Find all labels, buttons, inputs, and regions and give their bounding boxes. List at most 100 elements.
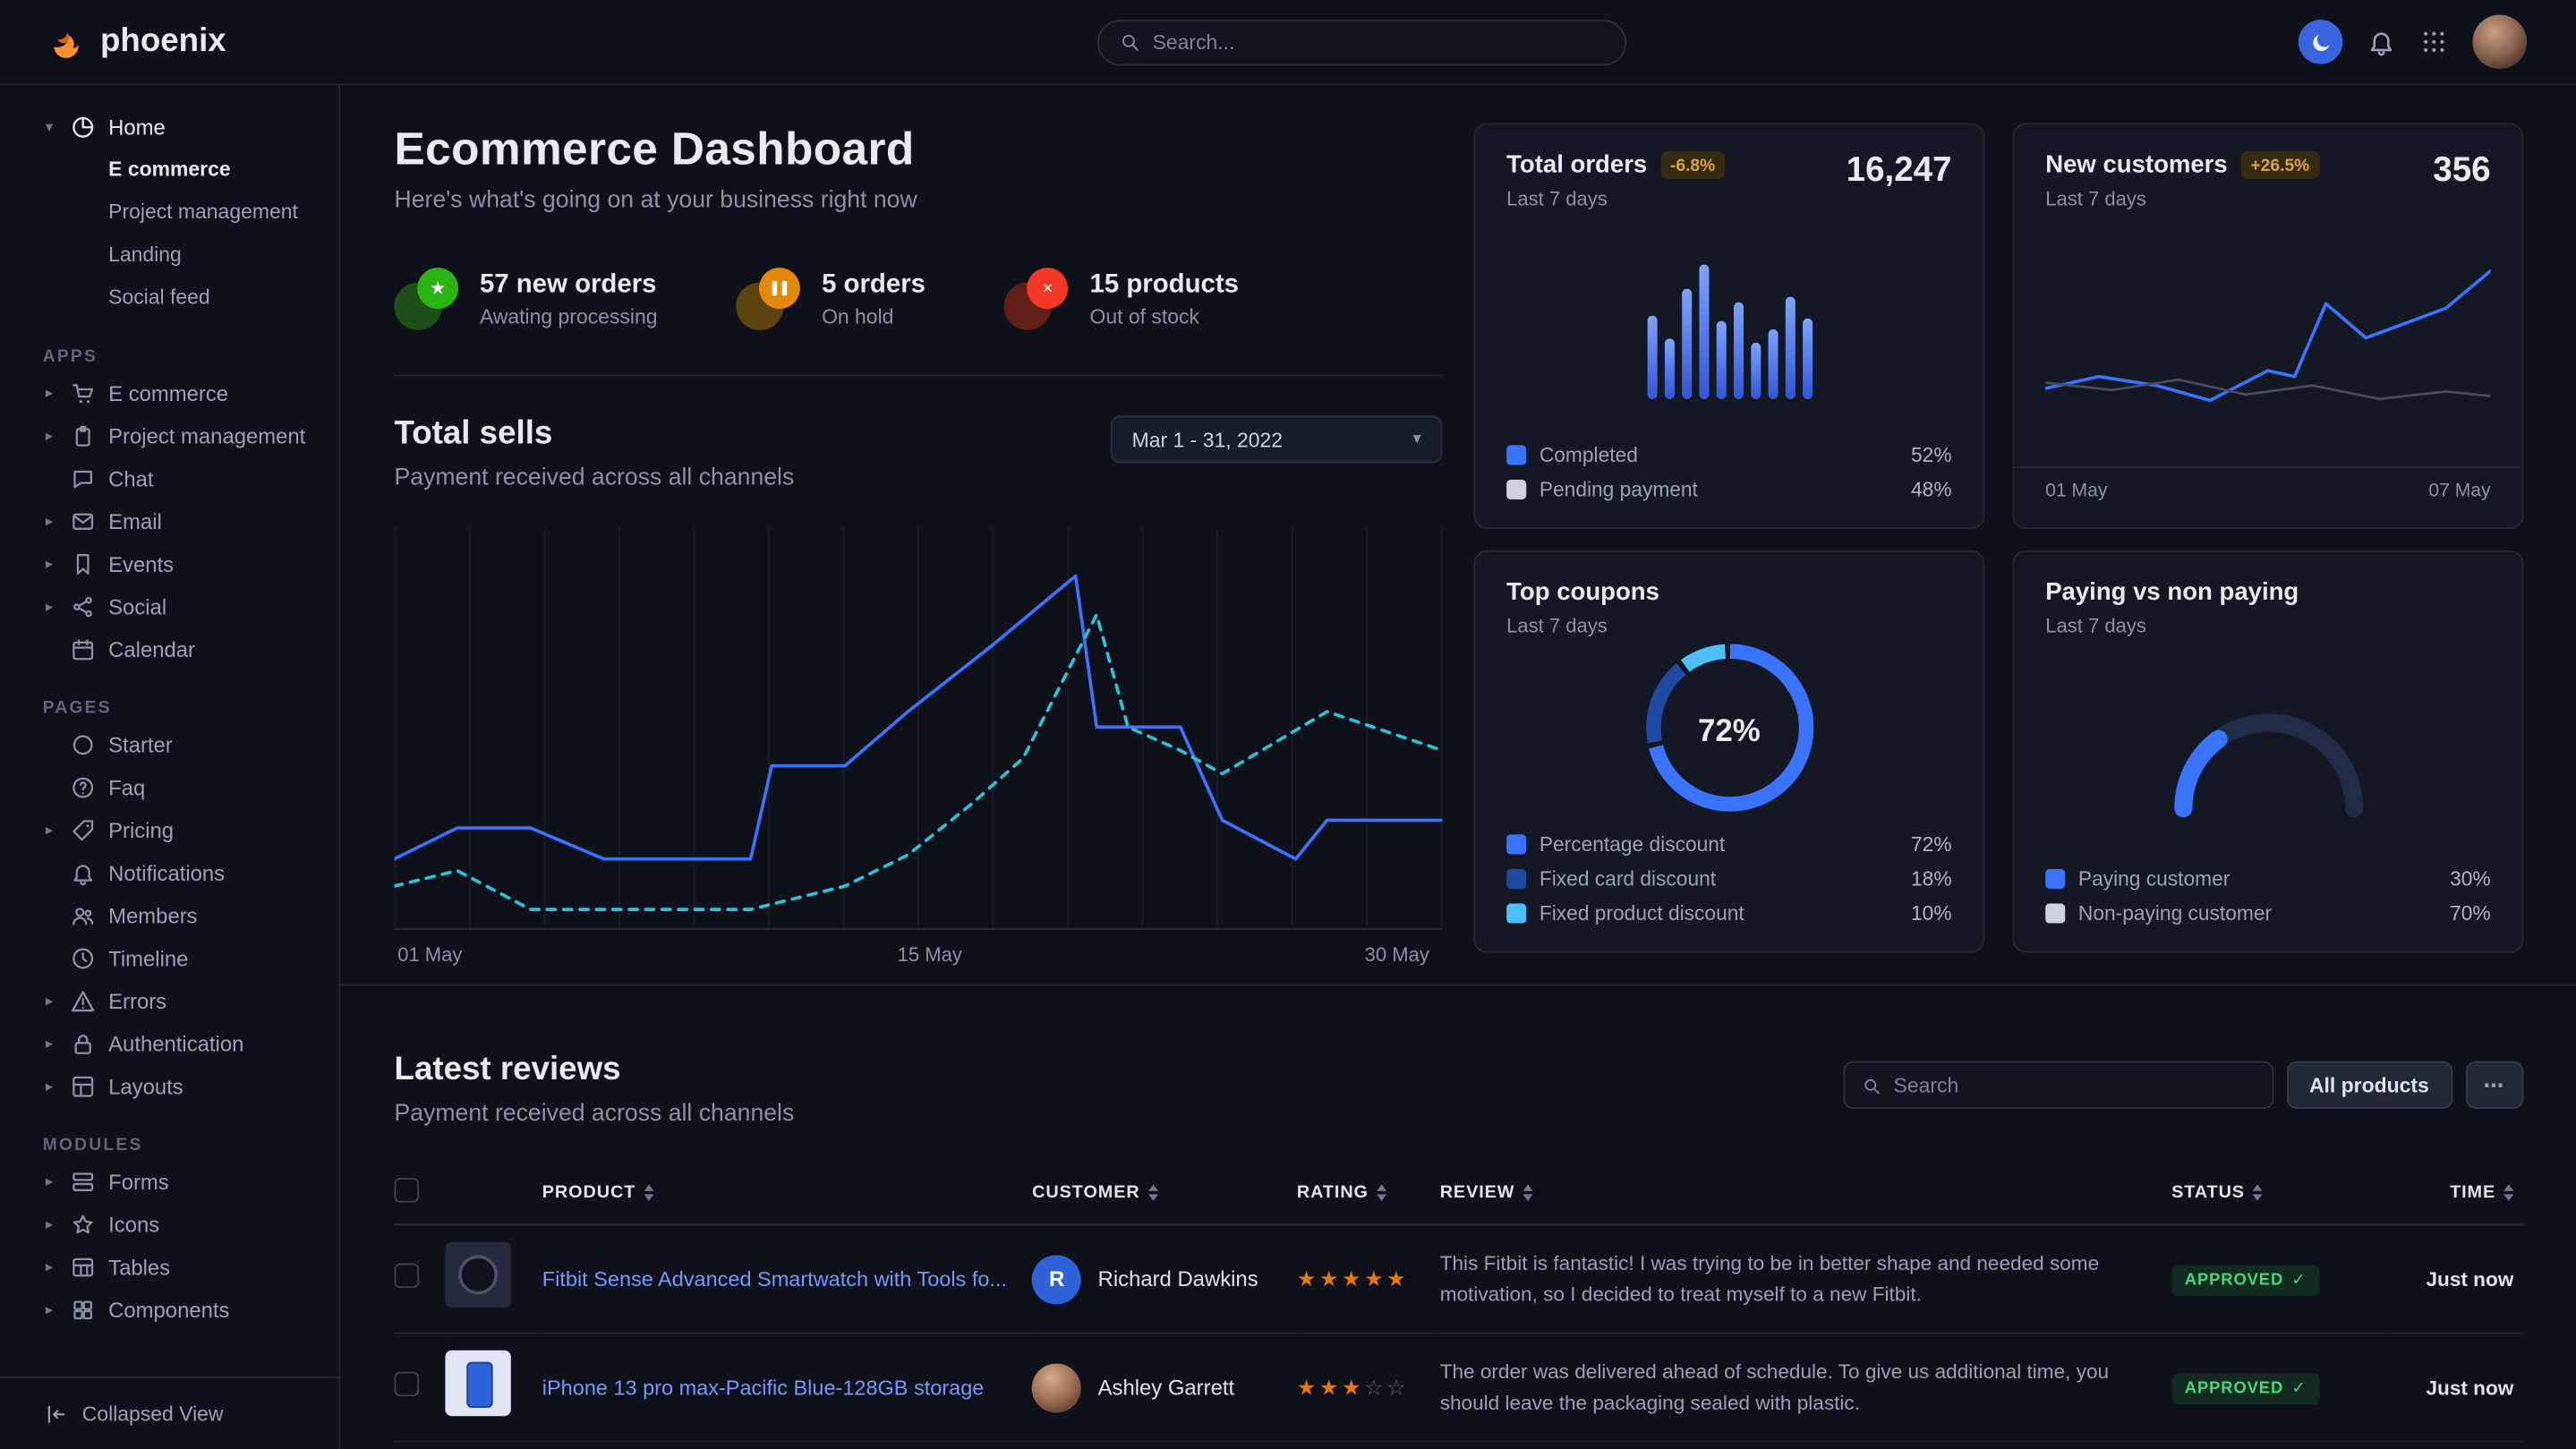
- sidebar-item-tables[interactable]: ▸ Tables: [0, 1245, 338, 1288]
- sidebar-item-project-management[interactable]: Project management: [0, 191, 338, 234]
- reviews-search-input[interactable]: [1894, 1073, 2256, 1096]
- sidebar-item-chat[interactable]: ▸ Chat: [0, 456, 338, 499]
- total-orders-card: Total orders -6.8% Last 7 days 16,247 Co…: [1473, 124, 1984, 529]
- apps-grid-button[interactable]: [2420, 28, 2448, 55]
- legend-fixed-card-discount: Fixed card discount 18%: [1506, 867, 1951, 891]
- customer-name: Richard Dawkins: [1098, 1266, 1258, 1291]
- legend-value: 52%: [1911, 444, 1952, 467]
- sidebar-item-email[interactable]: ▸ Email: [0, 499, 338, 542]
- customer-name: Ashley Garrett: [1098, 1375, 1235, 1400]
- x-tick: 15 May: [898, 943, 962, 967]
- stat-value: 57 new orders: [480, 270, 658, 300]
- select-all-checkbox[interactable]: [395, 1178, 420, 1203]
- paying-gauge-chart: [2045, 637, 2490, 867]
- lock-icon: [71, 1031, 96, 1056]
- more-options-button[interactable]: ⋯: [2465, 1061, 2523, 1109]
- row-checkbox[interactable]: [395, 1371, 420, 1396]
- column-review[interactable]: REVIEW: [1440, 1163, 2171, 1225]
- review-row[interactable]: iPhone 13 pro max-Pacific Blue-128GB sto…: [395, 1334, 2524, 1442]
- table-icon: [71, 1254, 96, 1279]
- date-range-select[interactable]: Mar 1 - 31, 2022 ▾: [1111, 415, 1443, 463]
- notifications-button[interactable]: [2367, 28, 2395, 55]
- sidebar-item-e-commerce[interactable]: E commerce: [0, 148, 338, 191]
- column-status[interactable]: STATUS: [2171, 1163, 2387, 1225]
- rating-stars: ★★★★★: [1297, 1266, 1409, 1291]
- review-time: Just now: [2426, 1376, 2513, 1399]
- sidebar-item-social[interactable]: ▸ Social: [0, 584, 338, 627]
- stat-caption: Out of stock: [1090, 304, 1239, 328]
- rating-stars: ★★★☆☆: [1297, 1374, 1409, 1399]
- review-row[interactable]: [395, 1442, 2524, 1449]
- column-product[interactable]: PRODUCT: [542, 1163, 1032, 1225]
- clipboard-icon: [71, 423, 96, 448]
- sidebar-item-timeline[interactable]: ▸ Timeline: [0, 936, 338, 979]
- sidebar-item-landing[interactable]: Landing: [0, 234, 338, 277]
- total-sells-header: Total sells Payment received across all …: [395, 415, 1443, 490]
- column-customer[interactable]: CUSTOMER: [1032, 1163, 1297, 1225]
- total-sells-x-axis: 01 May 15 May 30 May: [395, 940, 1443, 976]
- chevron-right-icon: ▸: [41, 1034, 57, 1052]
- share-icon: [71, 594, 96, 619]
- product-link[interactable]: iPhone 13 pro max-Pacific Blue-128GB sto…: [542, 1375, 1022, 1400]
- sidebar-item-forms[interactable]: ▸ Forms: [0, 1160, 338, 1203]
- sidebar-item-members[interactable]: ▸ Members: [0, 894, 338, 937]
- sidebar-item-notifications[interactable]: ▸ Notifications: [0, 851, 338, 894]
- sidebar-item-icons[interactable]: ▸ Icons: [0, 1203, 338, 1246]
- review-row[interactable]: Fitbit Sense Advanced Smartwatch with To…: [395, 1224, 2524, 1333]
- navbar-actions: [2299, 15, 2527, 70]
- dashboard-left-column: Ecommerce Dashboard Here's what's going …: [395, 124, 1443, 976]
- sidebar-item-project-management[interactable]: ▸ Project management: [0, 414, 338, 457]
- new-customers-value: 356: [2433, 151, 2490, 191]
- all-products-button[interactable]: All products: [2286, 1061, 2452, 1109]
- legend-non-paying-customer: Non-paying customer 70%: [2045, 902, 2490, 925]
- sidebar-item-components[interactable]: ▸ Components: [0, 1288, 338, 1331]
- product-link[interactable]: Fitbit Sense Advanced Smartwatch with To…: [542, 1266, 1022, 1291]
- brand-logo[interactable]: phoenix: [46, 21, 423, 63]
- row-checkbox[interactable]: [395, 1263, 420, 1288]
- legend-pending-payment: Pending payment 48%: [1506, 478, 1951, 501]
- column-time[interactable]: TIME: [2387, 1163, 2524, 1225]
- users-icon: [71, 903, 96, 928]
- global-search[interactable]: [1096, 19, 1625, 64]
- sidebar-item-social-feed[interactable]: Social feed: [0, 276, 338, 319]
- sidebar-item-errors[interactable]: ▸ Errors: [0, 979, 338, 1022]
- table-header-row: PRODUCT CUSTOMER RATING REVIEW STATUS TI…: [395, 1163, 2524, 1225]
- components-icon: [71, 1297, 96, 1322]
- sidebar-item-e-commerce[interactable]: ▸ E commerce: [0, 371, 338, 414]
- sidebar-item-home[interactable]: ▾ Home: [0, 105, 338, 148]
- reviews-title: Latest reviews: [395, 1052, 795, 1089]
- legend-paying-customer: Paying customer 30%: [2045, 867, 2490, 891]
- x-icon: ×: [1004, 266, 1070, 331]
- column-rating[interactable]: RATING: [1297, 1163, 1440, 1225]
- sidebar-item-faq[interactable]: ▸ Faq: [0, 765, 338, 808]
- theme-toggle-button[interactable]: [2299, 20, 2343, 64]
- phoenix-logo-icon: [46, 21, 87, 63]
- sidebar-section-title-modules: MODULES: [0, 1130, 338, 1160]
- global-search-input[interactable]: [1153, 30, 1605, 54]
- user-avatar[interactable]: [2472, 15, 2527, 70]
- sidebar-item-starter[interactable]: ▸ Starter: [0, 723, 338, 766]
- legend-percentage-discount: Percentage discount 72%: [1506, 833, 1951, 857]
- app-root: phoenix ▾ HomeE commerceProject manageme…: [0, 0, 2576, 1449]
- check-icon: ✓: [2291, 1271, 2306, 1289]
- legend-value: 72%: [1911, 833, 1952, 857]
- legend-completed: Completed 52%: [1506, 444, 1951, 467]
- legend-label: Fixed product discount: [1540, 902, 1744, 925]
- collapsed-view-button[interactable]: Collapsed View: [0, 1377, 338, 1449]
- sidebar-item-pricing[interactable]: ▸ Pricing: [0, 808, 338, 851]
- pie-icon: [71, 115, 96, 140]
- sidebar-item-events[interactable]: ▸ Events: [0, 542, 338, 585]
- reviews-subtitle: Payment received across all channels: [395, 1101, 795, 1127]
- chat-icon: [71, 465, 96, 490]
- latest-reviews-section: Latest reviews Payment received across a…: [340, 984, 2576, 1448]
- paying-legend: Paying customer 30% Non-paying customer …: [2045, 867, 2490, 925]
- legend-swatch: [2045, 869, 2065, 889]
- legend-label: Completed: [1540, 444, 1638, 467]
- reviews-search[interactable]: [1843, 1061, 2273, 1109]
- card-period: Last 7 days: [1506, 187, 1725, 210]
- sidebar-item-authentication[interactable]: ▸ Authentication: [0, 1022, 338, 1065]
- card-period: Last 7 days: [1506, 614, 1659, 637]
- sidebar-item-calendar[interactable]: ▸ Calendar: [0, 627, 338, 670]
- reviews-toolbar: All products ⋯: [1843, 1061, 2524, 1109]
- sidebar-item-layouts[interactable]: ▸ Layouts: [0, 1064, 338, 1107]
